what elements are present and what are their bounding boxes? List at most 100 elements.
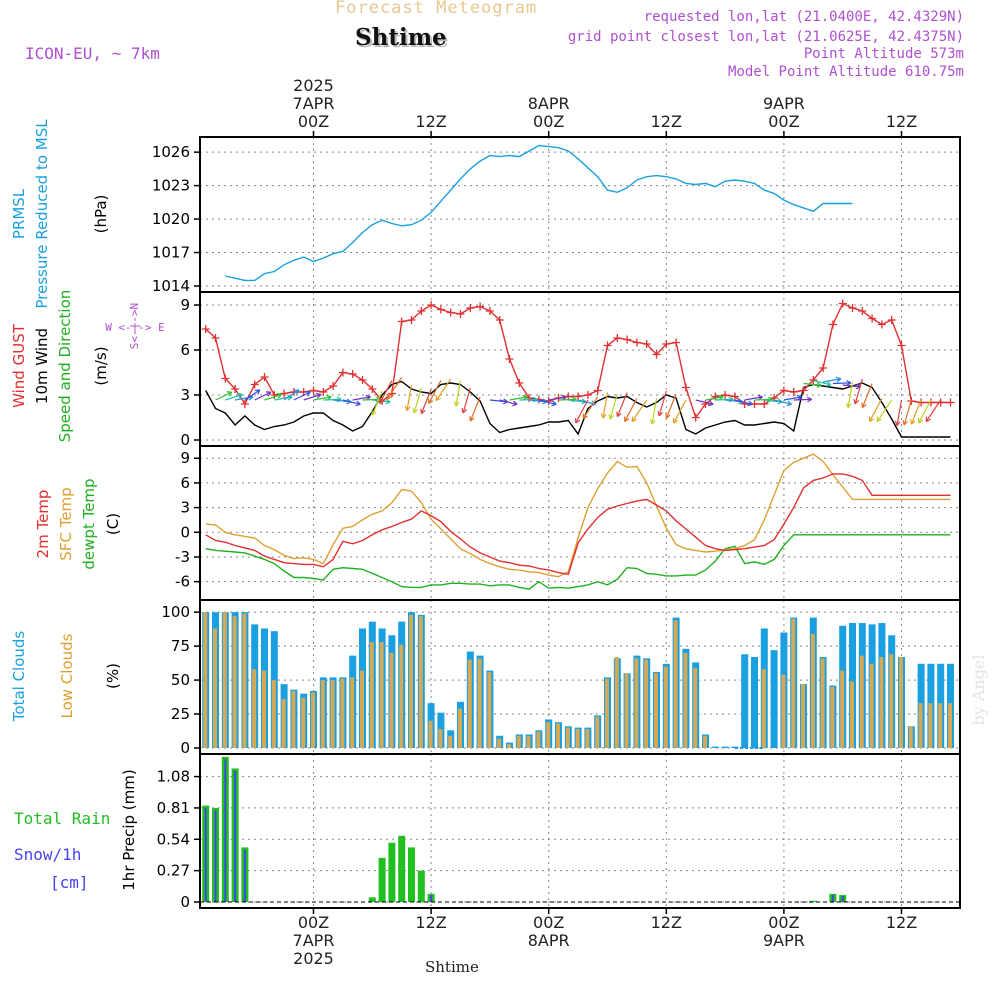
snow-bar (831, 895, 834, 902)
cloud-label: (%) (104, 663, 122, 689)
wind-arrow-head (355, 400, 361, 407)
gust-marker (897, 341, 906, 350)
gust-marker (760, 400, 769, 408)
wind-arrow (283, 389, 300, 401)
time-label-bottom: 00Z (768, 913, 799, 932)
wind-arrow-head (254, 389, 261, 395)
y-tick-label: 0.54 (157, 830, 190, 848)
sfc-temp-line (205, 453, 951, 578)
low-cloud-bar (948, 703, 952, 748)
y-tick-label: 3 (180, 386, 190, 404)
wind-arrow-head (379, 398, 385, 404)
gust-marker (828, 320, 837, 329)
wind-arrow-head (386, 394, 392, 400)
gust-marker (740, 400, 749, 408)
pressure-label: PRMSL (10, 188, 28, 239)
y-tick-label: 0 (180, 739, 190, 757)
wind-arrow-head (582, 413, 588, 420)
gust-marker (260, 373, 269, 381)
wind-arrow-head (861, 402, 867, 409)
wind-arrow (435, 378, 452, 401)
wind-arrow-head (412, 407, 419, 414)
low-cloud-bar (516, 735, 521, 748)
gust-marker (574, 392, 583, 401)
gust-marker (868, 314, 877, 323)
wind-arrow (876, 399, 893, 422)
wind-arrow (861, 383, 873, 408)
rain-bar (398, 835, 406, 902)
low-cloud-bar (399, 644, 404, 748)
gust-marker (407, 316, 416, 324)
y-tick-label: 0.27 (157, 862, 190, 880)
wind-arrow-head (315, 392, 322, 399)
wind-arrow (918, 399, 932, 424)
wind-arrow (234, 396, 253, 401)
gust-marker (642, 340, 651, 348)
snow-bar (430, 895, 433, 902)
low-cloud-bar (497, 738, 502, 748)
wind-arrow (352, 396, 371, 401)
wind-arrow (832, 382, 851, 385)
low-cloud-bar (938, 703, 943, 748)
y-tick-label: -3 (175, 548, 190, 566)
cloud-label: Low Clouds (58, 633, 76, 718)
panel-frame (199, 291, 961, 447)
low-cloud-bar (673, 620, 678, 748)
cloud-panel (202, 612, 954, 749)
wind-arrow (773, 399, 792, 405)
wind-arrow (616, 392, 628, 417)
pressure-label: Pressure Reduced to MSL (33, 119, 51, 309)
low-cloud-bar (330, 680, 335, 748)
low-cloud-bar (781, 674, 786, 748)
wind-arrow-head (385, 398, 391, 405)
gust-marker (721, 391, 730, 399)
snow-bar (841, 896, 844, 902)
wind-arrow-head (428, 398, 434, 404)
model-altitude: Model Point Altitude 610.75m (727, 64, 964, 80)
time-label-bottom: 00Z (298, 913, 329, 932)
temp-label: SFC Temp (57, 487, 75, 560)
wind-label: (m/s) (92, 346, 110, 385)
wind-arrow (428, 380, 442, 404)
wind-arrow (323, 398, 342, 401)
gust-marker (417, 307, 426, 315)
precip-ylabel: 1hr Precip (mm) (120, 769, 138, 890)
gust-marker (397, 317, 406, 326)
wind-arrow (665, 393, 677, 419)
wind-arrow (673, 399, 687, 424)
pressure-line (225, 144, 853, 282)
low-cloud-bar (242, 613, 247, 748)
y-tick-label: 50 (171, 671, 190, 689)
gust-marker (211, 334, 220, 342)
gust-marker (838, 299, 847, 308)
wind-arrow-head (435, 395, 441, 402)
gust-marker (270, 391, 279, 399)
gust-marker (329, 382, 338, 390)
rain-bar (378, 857, 386, 902)
low-cloud-bar (222, 612, 227, 748)
low-cloud-bar (271, 680, 276, 748)
temperature-panel (205, 453, 951, 590)
gust-marker (877, 320, 886, 329)
wind-arrow (910, 399, 922, 425)
wind-arrow (362, 398, 381, 401)
chart-title: Forecast Meteogram (335, 0, 538, 18)
y-tick-label: 1.08 (157, 768, 190, 786)
precip-panel (200, 756, 960, 903)
gust-marker (711, 392, 720, 401)
wind-arrow (469, 396, 481, 422)
wind-arrow-head (665, 413, 671, 419)
wind-arrow (896, 399, 903, 426)
low-cloud-bar (379, 642, 384, 748)
wind-label: 10m Wind (33, 328, 51, 404)
low-cloud-bar (418, 616, 423, 748)
wind-arrow-head (575, 417, 581, 424)
wind-arrow-head (845, 402, 852, 408)
wind-arrow (558, 398, 577, 401)
wind-arrow-head (657, 410, 664, 417)
time-label-top: 8APR (528, 94, 570, 113)
y-tick-label: 25 (171, 705, 190, 723)
wind-arrow (519, 398, 538, 401)
low-cloud-bar (840, 670, 845, 748)
